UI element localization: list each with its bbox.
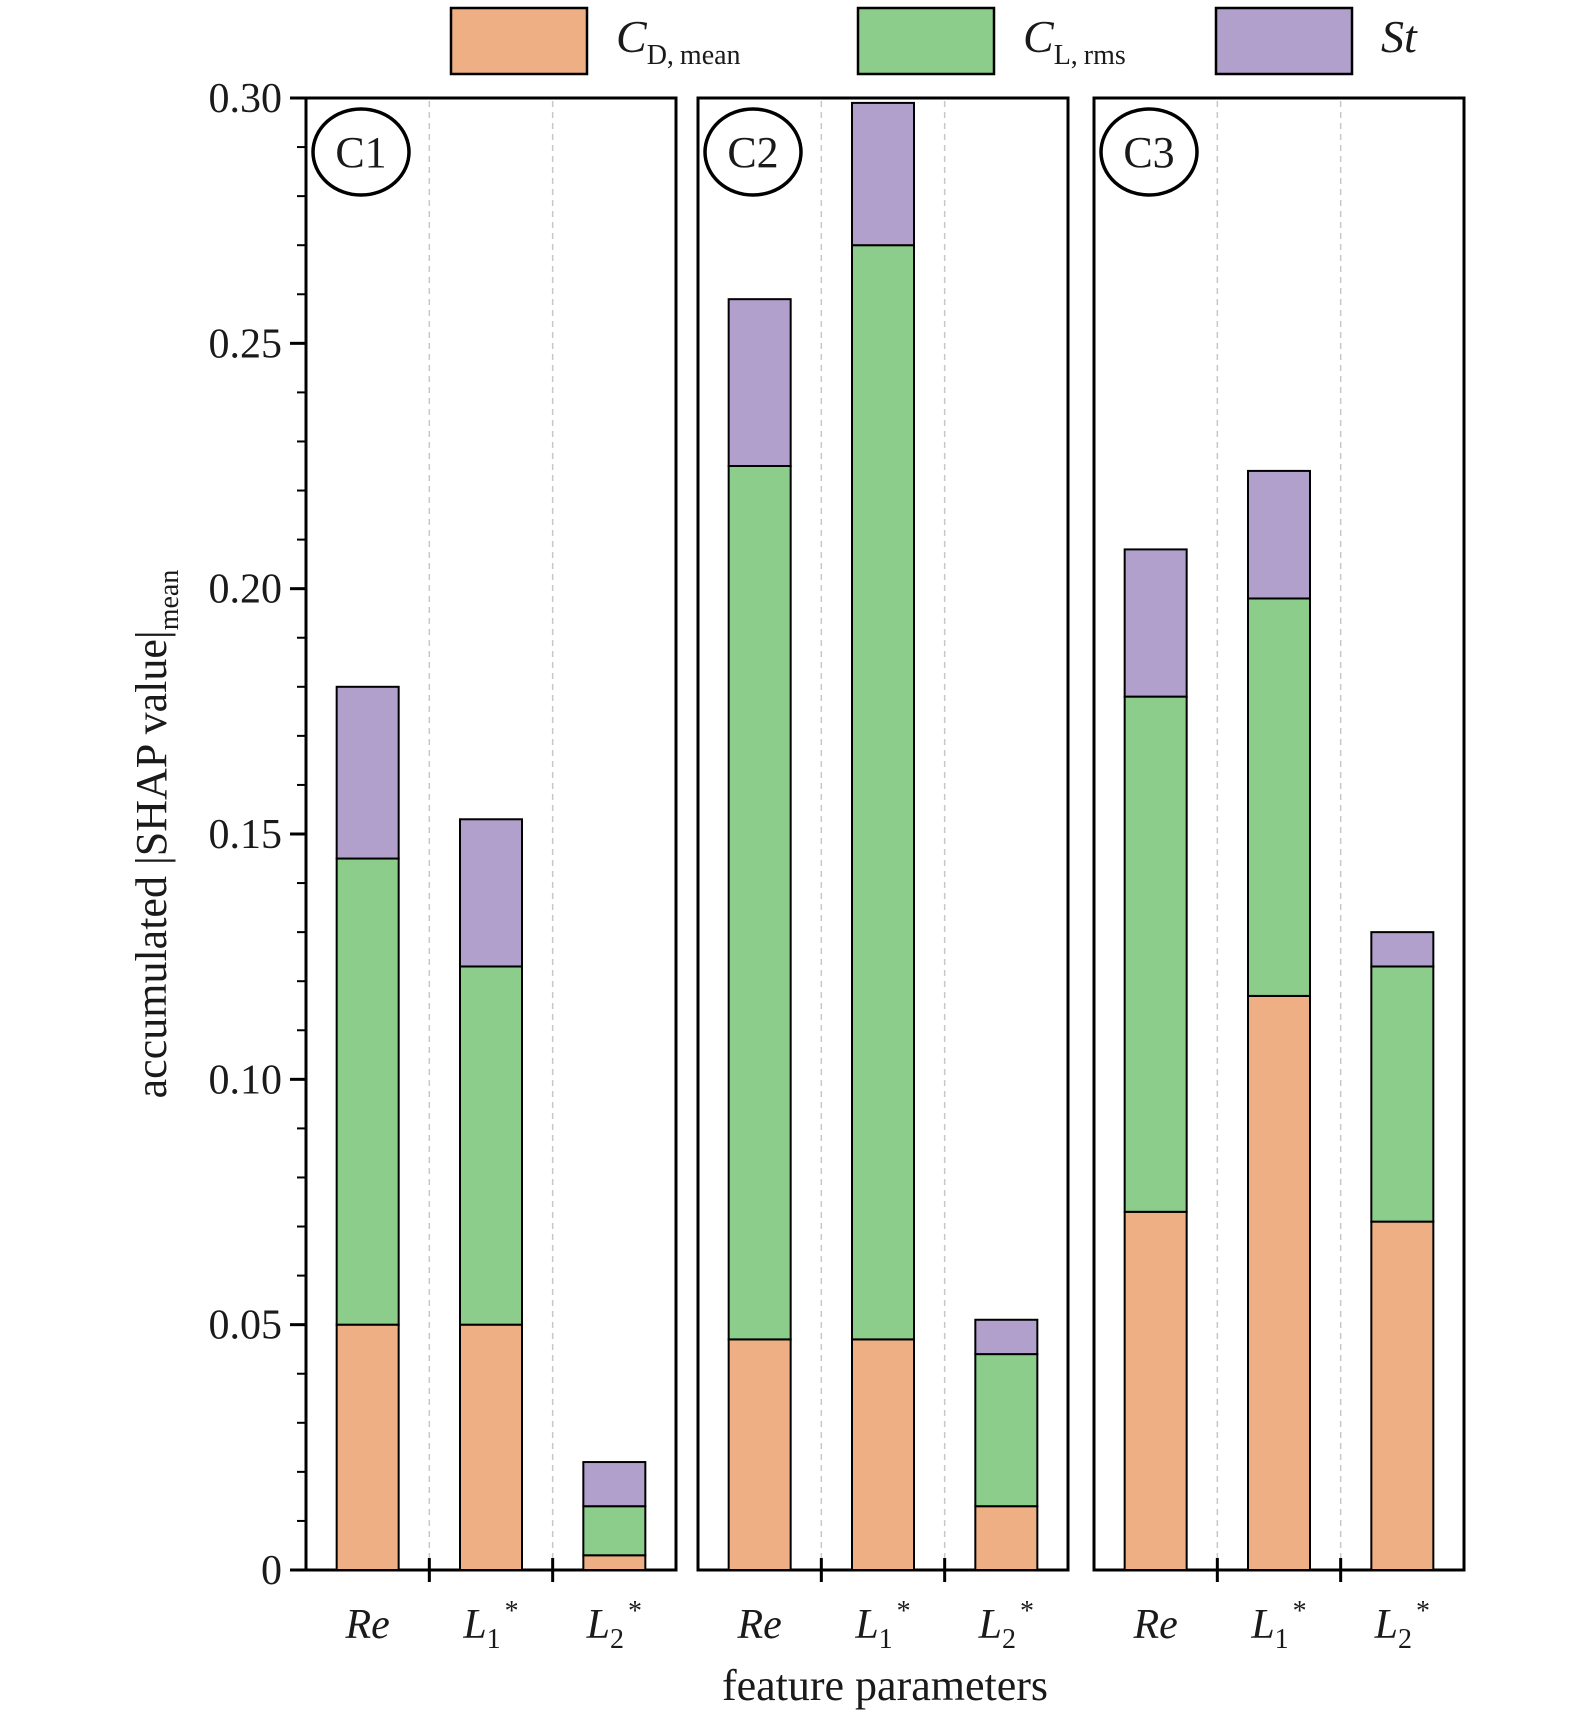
bar-st-c1-1 bbox=[459, 818, 523, 968]
bar-cd-c1-0 bbox=[335, 1323, 400, 1571]
bar-st-c2-0 bbox=[727, 298, 792, 467]
x-tick-label-main: L bbox=[978, 1602, 1002, 1648]
x-tick-label-sup: * bbox=[628, 1596, 642, 1627]
x-tick-label-main: L bbox=[1374, 1602, 1398, 1648]
x-tick-label: L1* bbox=[854, 1596, 910, 1655]
x-tick-label: L2* bbox=[586, 1596, 642, 1655]
x-tick-label-sup: * bbox=[1020, 1596, 1034, 1627]
bar-cd-c3-2 bbox=[1370, 1220, 1435, 1572]
x-tick-label-main: Re bbox=[737, 1602, 782, 1648]
y-axis-title-main: accumulated |SHAP value| bbox=[127, 630, 176, 1098]
bar-cl-c2-0 bbox=[727, 465, 792, 1341]
panel-label-circle bbox=[703, 107, 803, 197]
bar-st-c2-1 bbox=[851, 101, 915, 247]
bar-cd-c2-1 bbox=[851, 1338, 915, 1572]
bar-st-c3-0 bbox=[1123, 548, 1188, 698]
x-tick-label-main: L bbox=[854, 1602, 878, 1648]
legend-label-sub: L, bbox=[1054, 40, 1078, 71]
legend-label-main: St bbox=[1381, 11, 1418, 62]
x-tick-label-sub: 1 bbox=[879, 1624, 893, 1655]
y-tick-label: 0 bbox=[261, 1548, 282, 1594]
x-tick-label-sub: 2 bbox=[1398, 1624, 1412, 1655]
legend-label: CL, rms bbox=[1023, 11, 1126, 71]
y-tick-label: 0.30 bbox=[209, 76, 283, 122]
x-tick-label: L2* bbox=[978, 1596, 1034, 1655]
x-tick-label-sub: 2 bbox=[1002, 1624, 1016, 1655]
x-tick-label-main: Re bbox=[345, 1602, 390, 1648]
x-tick-label-sup: * bbox=[897, 1596, 911, 1627]
panel-label: C2 bbox=[727, 128, 778, 177]
legend-item-st: St bbox=[1214, 6, 1418, 76]
y-tick-label: 0.25 bbox=[209, 321, 283, 367]
legend-label-suffix: mean bbox=[680, 40, 741, 71]
y-axis: 0 0.05 0.10 0.15 0.20 0.25 0.30 bbox=[209, 76, 308, 1594]
y-tick-label: 0.10 bbox=[209, 1057, 283, 1103]
panel-c2: Re L1* L2*C2 bbox=[696, 96, 1070, 1655]
y-axis-title-sub: mean bbox=[154, 570, 185, 631]
x-tick-label: Re bbox=[737, 1602, 782, 1648]
legend-label-suffix: rms bbox=[1084, 40, 1126, 71]
y-tick-label: 0.05 bbox=[209, 1303, 283, 1349]
x-tick-label: Re bbox=[345, 1602, 390, 1648]
x-tick-label-sub: 2 bbox=[610, 1624, 624, 1655]
y-axis-title: accumulated |SHAP value|mean bbox=[127, 570, 185, 1099]
bar-st-c3-1 bbox=[1247, 469, 1311, 600]
y-tick-label: 0.20 bbox=[209, 567, 283, 613]
panel-label-circle bbox=[311, 107, 411, 197]
x-tick-label: L1* bbox=[1250, 1596, 1306, 1655]
legend-item-cl: CL, rms bbox=[856, 6, 1126, 76]
bar-cd-c1-1 bbox=[459, 1323, 523, 1571]
x-tick-label-main: Re bbox=[1133, 1602, 1178, 1648]
bar-cd-c3-0 bbox=[1123, 1210, 1188, 1572]
bar-st-c2-2 bbox=[974, 1318, 1039, 1356]
x-tick-label: L1* bbox=[462, 1596, 518, 1655]
panel-label-circle bbox=[1099, 107, 1199, 197]
bar-cd-c2-2 bbox=[974, 1505, 1039, 1572]
bar-st-c3-2 bbox=[1370, 931, 1435, 968]
x-tick-label-sub: 1 bbox=[487, 1624, 501, 1655]
bar-cl-c1-1 bbox=[459, 965, 523, 1326]
bar-cl-c3-0 bbox=[1123, 695, 1188, 1213]
bar-cl-c1-2 bbox=[582, 1505, 647, 1557]
panel-c1: Re L1* L2*C1 bbox=[304, 96, 678, 1655]
x-tick-label-main: L bbox=[462, 1602, 486, 1648]
x-tick-label-main: L bbox=[1250, 1602, 1274, 1648]
panel-label: C1 bbox=[335, 128, 386, 177]
panel-c3: Re L1* L2*C3 bbox=[1092, 96, 1466, 1655]
y-tick-label: 0.15 bbox=[209, 812, 283, 858]
legend-label: St bbox=[1381, 11, 1418, 62]
x-tick-label-sup: * bbox=[1416, 1596, 1430, 1627]
bar-cd-c1-2 bbox=[582, 1554, 647, 1572]
x-axis-title: feature parameters bbox=[722, 1661, 1048, 1710]
x-tick-label-sup: * bbox=[1293, 1596, 1307, 1627]
bar-cl-c2-2 bbox=[974, 1353, 1039, 1508]
bar-cd-c3-1 bbox=[1247, 994, 1311, 1571]
bar-cl-c3-1 bbox=[1247, 597, 1311, 997]
x-tick-label: L2* bbox=[1374, 1596, 1430, 1655]
bar-st-c1-2 bbox=[582, 1461, 647, 1508]
legend-swatch bbox=[1214, 6, 1354, 76]
bar-cd-c2-0 bbox=[727, 1338, 792, 1572]
legend-item-cd: CD, mean bbox=[449, 6, 741, 76]
bar-cl-c3-2 bbox=[1370, 965, 1435, 1223]
panel-label: C3 bbox=[1123, 128, 1174, 177]
legend: CD, mean CL, rms St bbox=[449, 6, 1418, 76]
x-tick-label-main: L bbox=[586, 1602, 610, 1648]
legend-label: CD, mean bbox=[616, 11, 741, 71]
x-tick-label-sup: * bbox=[505, 1596, 519, 1627]
legend-label-main: C bbox=[1023, 11, 1055, 62]
bar-cl-c2-1 bbox=[851, 244, 915, 1341]
x-tick-label: Re bbox=[1133, 1602, 1178, 1648]
bar-cl-c1-0 bbox=[335, 857, 400, 1326]
bar-st-c1-0 bbox=[335, 685, 400, 860]
legend-swatch bbox=[449, 6, 589, 76]
x-tick-label-sub: 1 bbox=[1275, 1624, 1289, 1655]
legend-label-sub: D, bbox=[647, 40, 674, 71]
legend-label-main: C bbox=[616, 11, 648, 62]
legend-swatch bbox=[856, 6, 996, 76]
